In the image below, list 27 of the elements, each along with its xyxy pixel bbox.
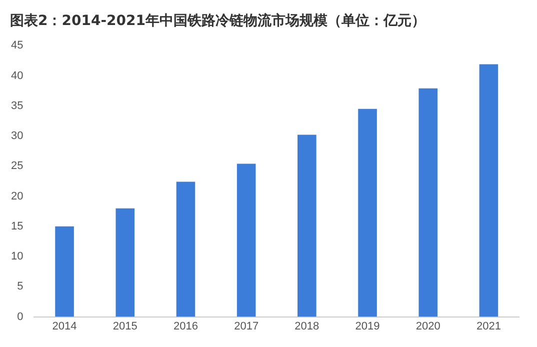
y-tick-label: 25: [10, 160, 24, 172]
chart-title: 图表2：2014-2021年中国铁路冷链物流市场规模（单位：亿元）: [9, 12, 426, 31]
x-tick-label: 2015: [112, 320, 138, 332]
x-tick-label: 2016: [173, 320, 198, 332]
y-tick-label: 0: [17, 310, 24, 323]
y-tick-label: 15: [10, 220, 24, 232]
y-tick-label: 45: [10, 40, 24, 52]
x-tick-label: 2017: [234, 320, 259, 332]
x-tick-label: 2021: [476, 320, 501, 332]
x-tick-label: 2019: [355, 320, 380, 332]
y-tick-label: 35: [10, 100, 24, 112]
bar: [236, 164, 256, 317]
bar: [176, 182, 196, 317]
x-tick-label: 2014: [52, 320, 77, 332]
y-tick-label: 5: [17, 280, 24, 293]
y-tick-label: 10: [10, 250, 24, 263]
y-tick-label: 30: [10, 130, 24, 142]
bar: [479, 64, 498, 317]
bar: [418, 88, 438, 317]
y-tick-label: 20: [10, 190, 24, 202]
bar: [55, 226, 74, 317]
bar: [116, 208, 135, 317]
bar: [358, 108, 377, 317]
x-tick-label: 2018: [294, 320, 320, 332]
bar: [298, 134, 316, 317]
x-tick-label: 2020: [416, 320, 440, 332]
y-tick-label: 40: [10, 70, 24, 82]
